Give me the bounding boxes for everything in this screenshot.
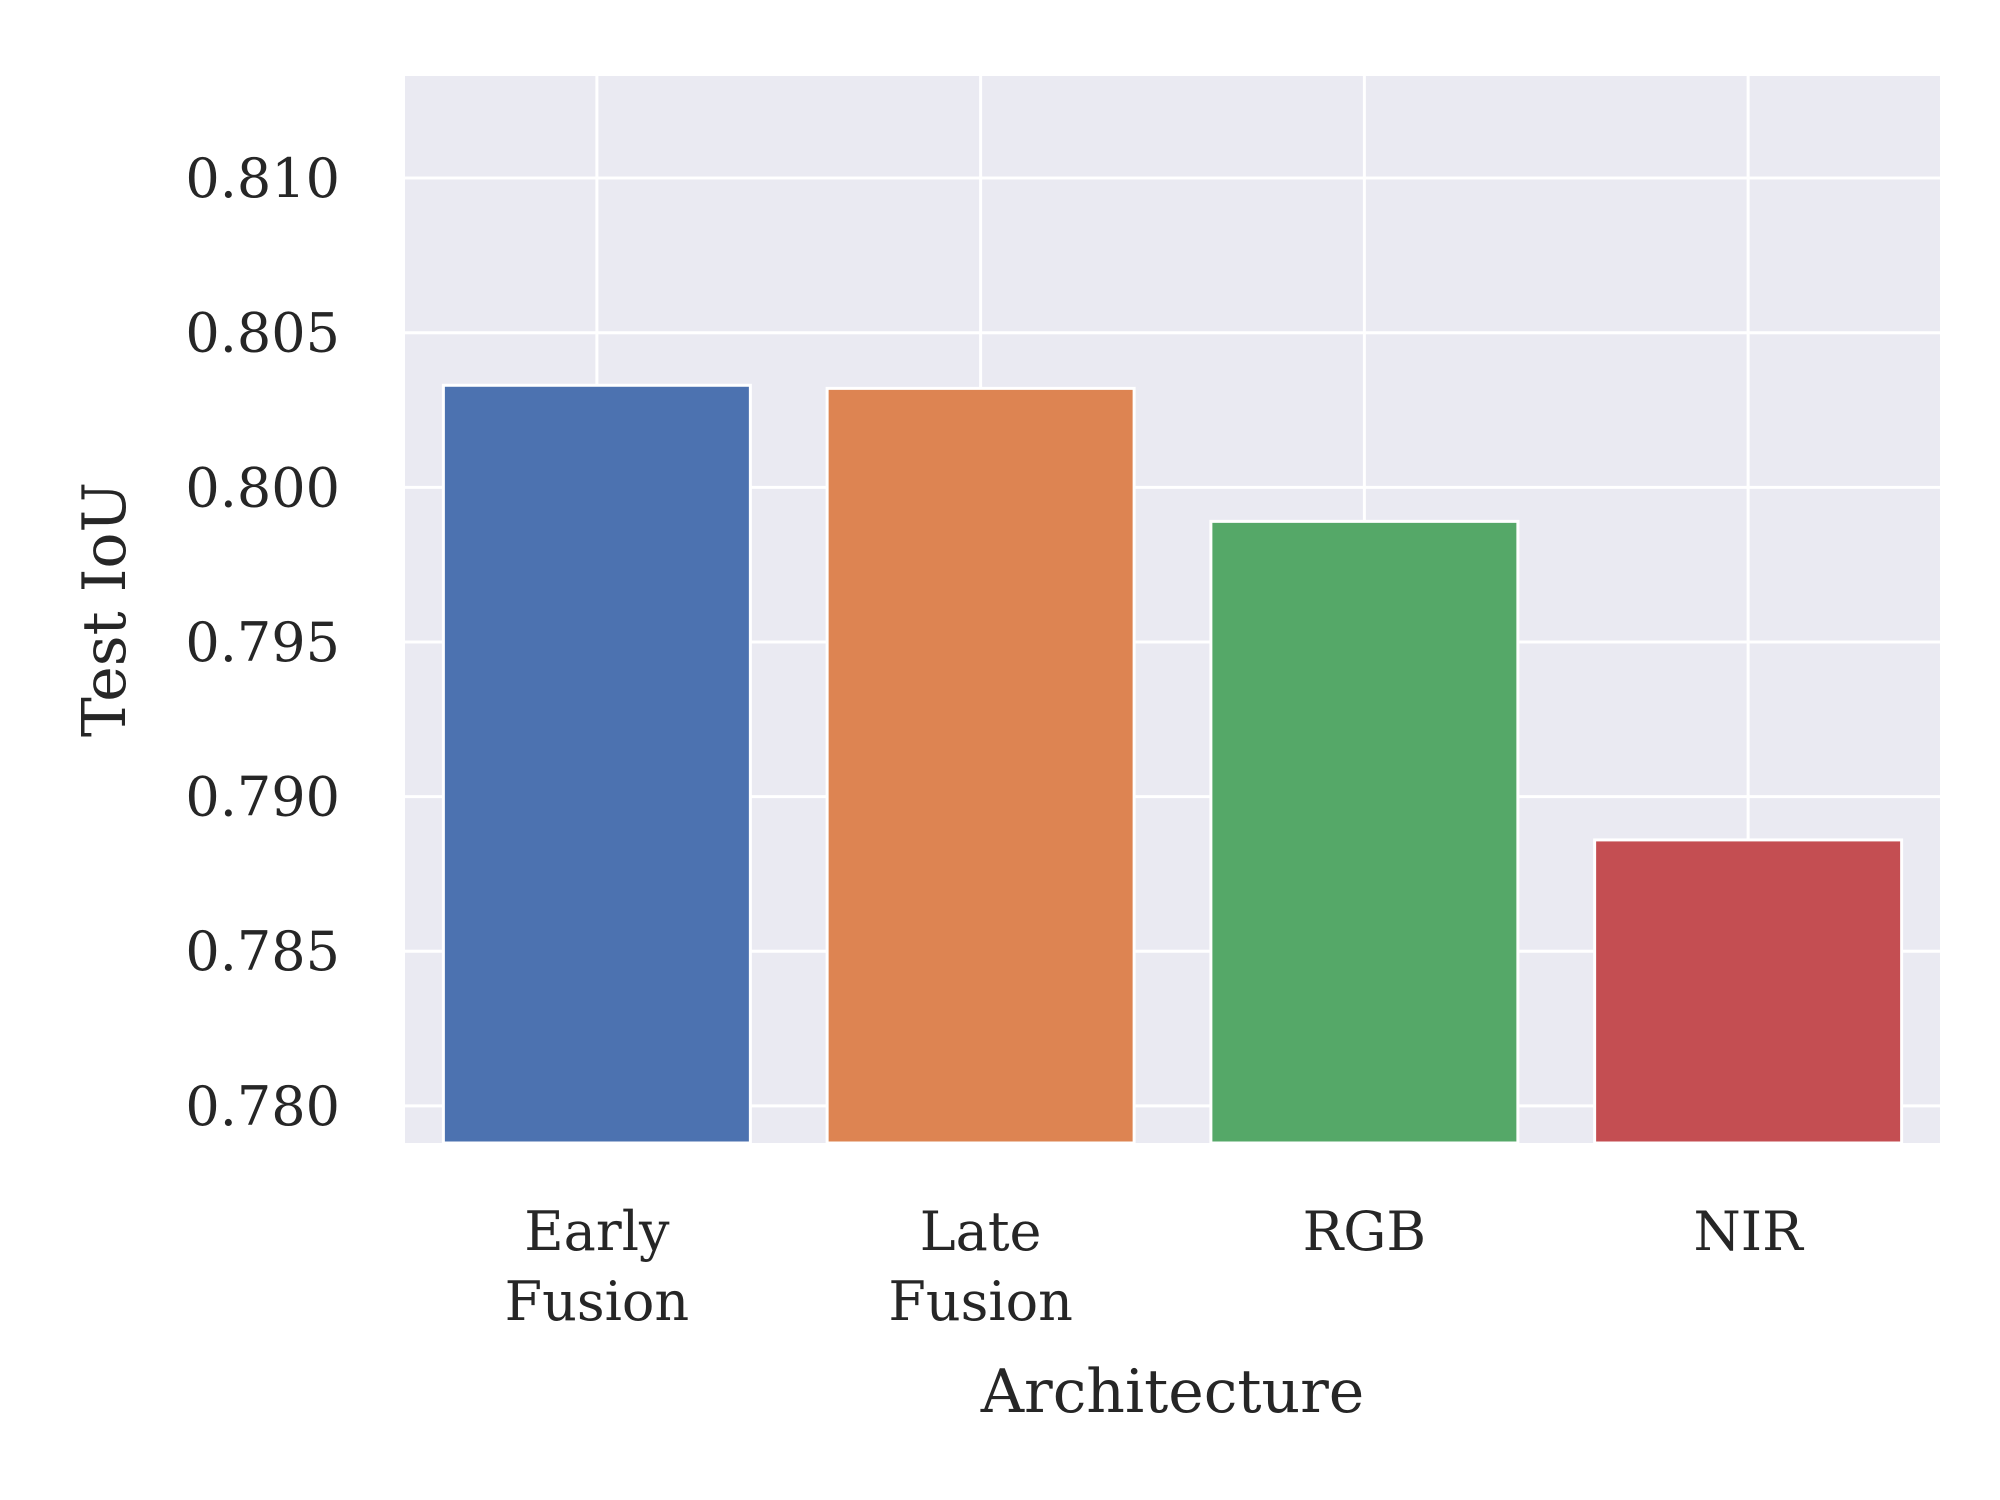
bar xyxy=(825,386,1136,1145)
y-tick-label: 0.800 xyxy=(185,456,340,519)
y-tick-label: 0.780 xyxy=(185,1075,340,1138)
x-tick-label: NIR xyxy=(1694,1200,1805,1263)
bar xyxy=(1209,519,1520,1145)
y-tick-label: 0.805 xyxy=(185,302,340,365)
y-axis-title: Test IoU xyxy=(70,482,140,737)
x-tick-label: Late Fusion xyxy=(888,1200,1073,1333)
y-tick-label: 0.785 xyxy=(185,920,340,983)
bars xyxy=(441,383,1904,1145)
x-axis-ticks: Early Fusion Late Fusion RGB NIR xyxy=(505,1200,1804,1333)
x-axis-title: Architecture xyxy=(980,1357,1365,1427)
bar xyxy=(1593,838,1904,1145)
y-tick-label: 0.790 xyxy=(185,766,340,829)
y-tick-label: 0.795 xyxy=(185,611,340,674)
bar xyxy=(441,383,752,1145)
x-tick-label: Early Fusion xyxy=(505,1200,690,1333)
y-axis-ticks: 0.780 0.785 0.790 0.795 0.800 0.805 0.810 xyxy=(185,147,340,1138)
y-tick-label: 0.810 xyxy=(185,147,340,210)
x-tick-label: RGB xyxy=(1303,1200,1426,1263)
